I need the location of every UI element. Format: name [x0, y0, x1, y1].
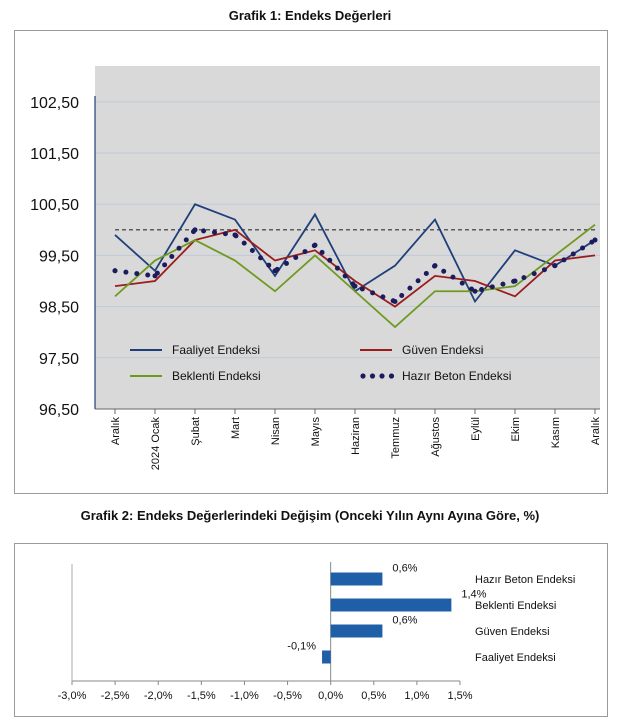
- chart2-panel: -3,0% -2,5% -2,0% -1,5% -1,0% -0,5% 0,0% 0,5% 1,…: [14, 543, 608, 717]
- legend-symbol-haz-r-beton-endeksi: [379, 373, 385, 379]
- data-point-haz-r-beton-endeksi: [152, 273, 158, 279]
- x-tick-label: 0,5%: [361, 690, 386, 702]
- legend-label-faaliyet-endeksi: Faaliyet Endeksi: [172, 343, 260, 357]
- data-label-faaliyet-endeksi: -0,1%: [287, 641, 316, 653]
- x-tick-label: Haziran: [350, 417, 362, 455]
- data-point-haz-r-beton-endeksi: [432, 263, 438, 269]
- category-label-beklenti-endeksi: Beklenti Endeksi: [475, 600, 556, 612]
- data-label-g-ven-endeksi: 0,6%: [392, 615, 417, 627]
- x-tick-label: Ağustos: [430, 417, 442, 457]
- chart1-panel: 102,50 101,50 100,50 99,50 98,50 97,50 96,50 Ar…: [14, 30, 608, 494]
- bar-faaliyet-endeksi: [322, 650, 331, 664]
- data-label-beklenti-endeksi: 1,4%: [461, 589, 486, 601]
- legend-label-g-ven-endeksi: Güven Endeksi: [402, 343, 483, 357]
- data-point-haz-r-beton-endeksi: [552, 263, 558, 269]
- data-point-haz-r-beton-endeksi: [352, 283, 358, 289]
- x-tick-label: Temmuz: [390, 417, 402, 459]
- y-tick-label: 98,50: [39, 300, 79, 317]
- data-point-haz-r-beton-endeksi: [192, 227, 198, 233]
- legend-symbol-haz-r-beton-endeksi: [369, 373, 376, 379]
- data-point-haz-r-beton-endeksi: [272, 268, 278, 274]
- x-tick-label: Aralık: [110, 417, 122, 446]
- category-label-haz-r-beton-endeksi: Hazır Beton Endeksi: [475, 574, 575, 586]
- x-tick-label: Mart: [230, 417, 242, 439]
- series-line-beklenti-endeksi: [114, 223, 596, 329]
- bar-chart: -3,0% -2,5% -2,0% -1,5% -1,0% -0,5% 0,0% 0,5% 1,…: [58, 562, 575, 702]
- bar-beklenti-endeksi: [330, 598, 452, 612]
- x-tick-label: Kasım: [550, 417, 562, 448]
- x-tick-label: -1,5%: [187, 690, 216, 702]
- x-tick-label: -2,0%: [144, 690, 173, 702]
- y-tick-label: 97,50: [39, 351, 79, 368]
- data-point-haz-r-beton-endeksi: [512, 278, 518, 284]
- legend-symbol-haz-r-beton-endeksi: [388, 373, 395, 379]
- data-point-haz-r-beton-endeksi: [592, 237, 598, 243]
- x-tick-label: -0,5%: [273, 690, 302, 702]
- plot-area: [95, 66, 600, 409]
- data-point-haz-r-beton-endeksi: [472, 288, 478, 294]
- category-label-g-ven-endeksi: Güven Endeksi: [475, 626, 550, 638]
- data-point-haz-r-beton-endeksi: [392, 298, 398, 304]
- x-tick-label: Mayıs: [310, 417, 322, 447]
- x-tick-label: -2,5%: [101, 690, 130, 702]
- legend-symbol-haz-r-beton-endeksi: [360, 373, 366, 379]
- x-tick-label: 1,0%: [404, 690, 429, 702]
- y-tick-label: 100,50: [30, 197, 79, 214]
- data-point-haz-r-beton-endeksi: [112, 268, 118, 274]
- y-tick-label: 99,50: [39, 248, 79, 265]
- legend-label-haz-r-beton-endeksi: Hazır Beton Endeksi: [402, 369, 511, 383]
- bar-g-ven-endeksi: [330, 624, 383, 638]
- chart2-title: Grafik 2: Endeks Değerlerindeki Değişim …: [80, 508, 540, 523]
- category-label-faaliyet-endeksi: Faaliyet Endeksi: [475, 652, 556, 664]
- chart1-title: Grafik 1: Endeks Değerleri: [228, 8, 392, 23]
- y-tick-label: 102,50: [30, 95, 79, 112]
- x-tick-label: Aralık: [590, 417, 602, 446]
- y-tick-label: 101,50: [30, 146, 79, 163]
- x-tick-label: Nisan: [270, 417, 282, 445]
- data-label-haz-r-beton-endeksi: 0,6%: [392, 563, 417, 575]
- x-tick-label: 2024 Ocak: [150, 417, 162, 471]
- data-point-haz-r-beton-endeksi: [232, 232, 238, 238]
- y-tick-label: 96,50: [39, 402, 79, 419]
- line-chart: 102,50 101,50 100,50 99,50 98,50 97,50 96,50 Ar…: [30, 66, 602, 471]
- x-tick-label: 1,5%: [447, 690, 472, 702]
- x-tick-label: -3,0%: [58, 690, 87, 702]
- x-tick-label: Eylül: [470, 417, 482, 441]
- bar-haz-r-beton-endeksi: [330, 572, 383, 586]
- x-tick-label: -1,0%: [230, 690, 259, 702]
- data-point-haz-r-beton-endeksi: [312, 242, 318, 248]
- x-tick-label: Şubat: [190, 417, 202, 446]
- legend-label-beklenti-endeksi: Beklenti Endeksi: [172, 369, 261, 383]
- x-tick-label: Ekim: [510, 417, 522, 441]
- x-tick-label: 0,0%: [318, 690, 343, 702]
